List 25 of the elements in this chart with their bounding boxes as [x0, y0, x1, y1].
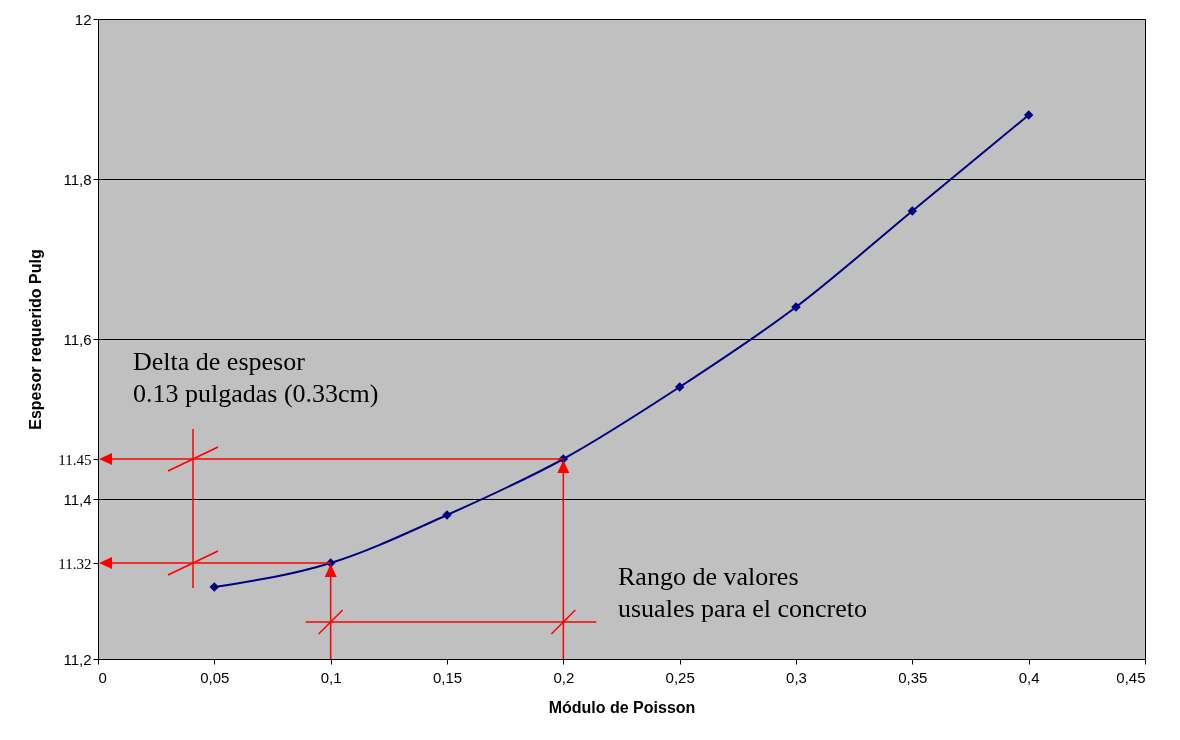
annotation: Rango de valores usuales para el concreto — [618, 562, 868, 623]
point — [674, 382, 685, 392]
y-tick-label: 11,2 — [63, 650, 92, 668]
y-tick-label: 11,8 — [63, 170, 92, 188]
annotation: Delta de espesor 0.13 pulgadas (0.33cm) — [133, 347, 379, 408]
point — [1023, 110, 1034, 120]
x-tick-label: 0,3 — [786, 668, 807, 686]
x-tick-label: 0,1 — [320, 668, 342, 686]
x-axis-title: Módulo de Poisson — [548, 698, 696, 716]
x-tick-label: 0,35 — [898, 668, 928, 686]
x-tick-label: 0,2 — [553, 668, 575, 686]
x-tick-label: 0,25 — [665, 668, 695, 686]
x-tick-label: 0,4 — [1018, 668, 1040, 686]
y-tick-label: 11.45 — [58, 451, 92, 468]
x-tick-label: 0,15 — [432, 668, 463, 686]
y-tick-label: 12 — [74, 10, 92, 28]
x-tick-label: 0,45 — [1116, 668, 1146, 686]
x-tick-label: 0 — [98, 668, 107, 686]
y-axis-title: Espesor requerido Pulg — [27, 249, 45, 430]
point — [209, 582, 220, 592]
point — [907, 206, 918, 216]
y-tick-label: 11.32 — [58, 555, 92, 572]
y-tick-label: 11,6 — [63, 330, 92, 348]
y-tick-label: 11,4 — [63, 490, 92, 508]
x-tick-label: 0,05 — [200, 668, 230, 686]
